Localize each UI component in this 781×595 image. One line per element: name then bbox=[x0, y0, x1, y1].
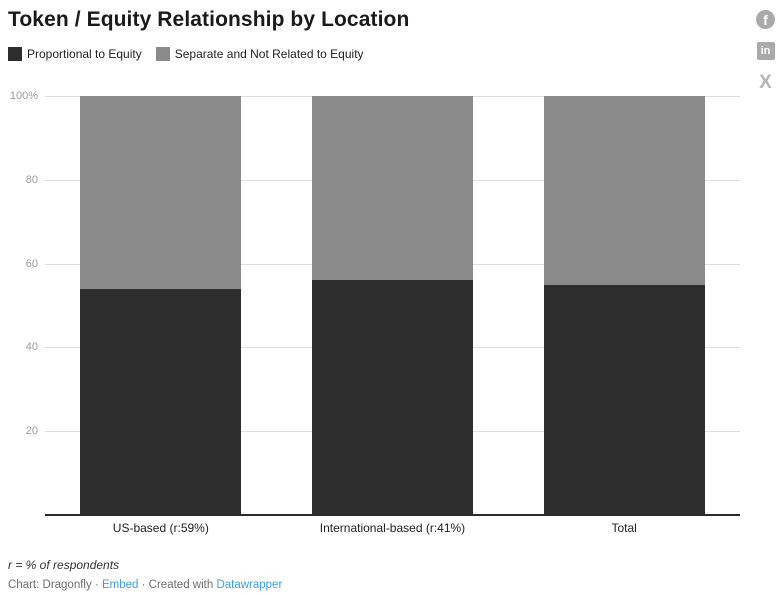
legend-swatch-gray-icon bbox=[155, 47, 170, 61]
y-tick-label: 60 bbox=[25, 257, 38, 270]
plot-area bbox=[45, 96, 740, 515]
embed-link[interactable]: Embed bbox=[101, 579, 139, 591]
chart-legend: Proportional to Equity Separate and Not … bbox=[8, 47, 364, 61]
bar-segment bbox=[543, 96, 705, 285]
x-axis-label: International-based (r:41%) bbox=[319, 521, 466, 535]
facebook-share-icon[interactable]: f bbox=[756, 10, 775, 29]
bar-1 bbox=[80, 96, 242, 515]
legend-item-separate: Separate and Not Related to Equity bbox=[155, 47, 364, 61]
footnote: r = % of respondents bbox=[8, 558, 120, 572]
legend-swatch-dark-icon bbox=[8, 47, 22, 61]
x-share-icon[interactable]: X bbox=[759, 72, 772, 93]
created-with-text: Created with bbox=[148, 579, 214, 591]
linkedin-share-icon[interactable]: in bbox=[756, 42, 775, 60]
separator: · bbox=[141, 579, 146, 591]
x-axis: US-based (r:59%) International-based (r:4… bbox=[45, 521, 740, 537]
attribution-line: Chart: Dragonfly · Embed · Created with … bbox=[8, 579, 282, 591]
datawrapper-link[interactable]: Datawrapper bbox=[216, 579, 283, 591]
y-tick-label: 80 bbox=[25, 173, 38, 186]
y-tick-label: 40 bbox=[25, 341, 38, 354]
byline-prefix: Chart: Dragonfly bbox=[8, 579, 92, 591]
bar-segment bbox=[543, 284, 705, 515]
bar-2 bbox=[312, 96, 473, 515]
x-axis-label: US-based (r:59%) bbox=[112, 521, 209, 535]
bar-3 bbox=[543, 96, 705, 515]
bar-segment bbox=[80, 96, 242, 289]
y-tick-label: 20 bbox=[25, 425, 38, 438]
bar-segment bbox=[312, 96, 473, 281]
bar-segment bbox=[80, 288, 242, 515]
y-axis: 100% 80 60 40 20 bbox=[0, 90, 38, 515]
legend-label: Proportional to Equity bbox=[27, 47, 142, 61]
x-axis-label: Total bbox=[611, 521, 637, 535]
chart-title: Token / Equity Relationship by Location bbox=[8, 8, 410, 31]
legend-label: Separate and Not Related to Equity bbox=[174, 47, 364, 61]
y-tick-label: 100% bbox=[9, 90, 38, 102]
legend-item-proportional: Proportional to Equity bbox=[8, 47, 142, 61]
separator: · bbox=[94, 579, 99, 591]
bar-segment bbox=[312, 280, 473, 515]
share-icons: f in X bbox=[756, 10, 775, 92]
chart-footer: r = % of respondents Chart: Dragonfly · … bbox=[8, 558, 282, 591]
x-axis-baseline bbox=[45, 514, 740, 516]
